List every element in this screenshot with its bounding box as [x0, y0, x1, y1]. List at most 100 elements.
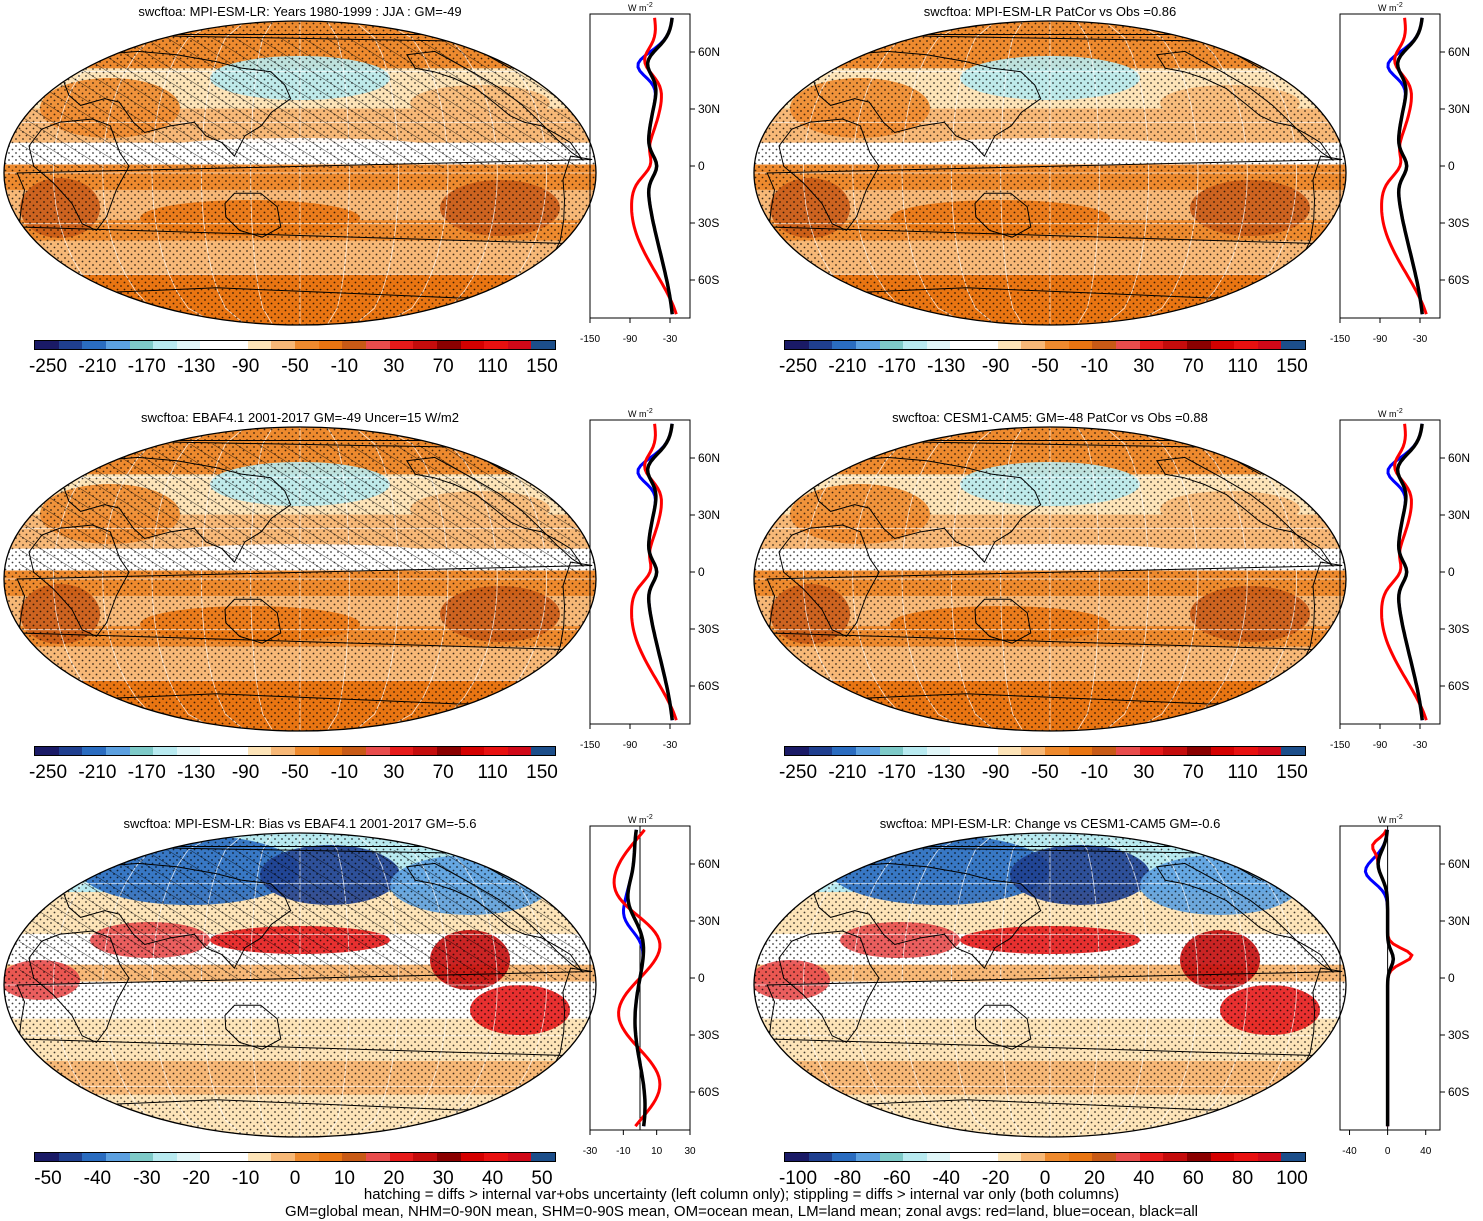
zonal-mean-plot: 60N 30N 0 30S 60S -30 -10 10 30 W m-2 — [583, 812, 740, 1172]
x-tick-label: -150 — [579, 334, 601, 345]
colorbar-label: 0 — [289, 1168, 301, 1189]
latitude-label: 30S — [698, 622, 720, 636]
colorbar-swatch — [1281, 1153, 1306, 1161]
colorbar-label: -10 — [330, 356, 359, 377]
zonal-line-all — [1376, 829, 1396, 1127]
colorbar-swatch — [295, 341, 319, 349]
colorbar-label: -100 — [778, 1168, 818, 1189]
colorbar-swatch — [785, 341, 809, 349]
colorbar-label: 30 — [383, 762, 405, 783]
colorbar-swatch — [950, 747, 975, 755]
colorbar-swatch — [389, 1153, 414, 1161]
world-map — [3, 20, 597, 326]
x-tick-label: -40 — [1342, 1146, 1357, 1157]
x-tick-label: -150 — [1329, 740, 1351, 751]
x-tick-label: 40 — [1420, 1146, 1432, 1157]
latitude-label: 60S — [1448, 1085, 1470, 1099]
colorbar-label: -210 — [828, 356, 867, 377]
latitude-label: 0 — [1448, 565, 1455, 579]
x-tick-label: 30 — [684, 1146, 696, 1157]
colorbar-swatch — [855, 1153, 880, 1161]
colorbar-label: -170 — [127, 356, 166, 377]
colorbar-swatch — [460, 747, 485, 755]
colorbar-swatch — [271, 747, 296, 755]
colorbar — [784, 746, 1306, 756]
colorbar-swatch — [247, 1153, 272, 1161]
colorbar-label: 70 — [432, 356, 454, 377]
colorbar-swatch — [531, 1153, 556, 1161]
colorbar-swatch — [1068, 341, 1093, 349]
colorbar-label: -250 — [28, 356, 68, 377]
colorbar-label: -50 — [1031, 356, 1059, 377]
map-border — [753, 426, 1347, 732]
colorbar-swatch — [808, 1153, 833, 1161]
panel-bias: swcftoa: MPI-ESM-LR: Bias vs EBAF4.1 200… — [0, 812, 740, 1212]
colorbar-swatch — [1021, 1153, 1046, 1161]
colorbar-swatch — [389, 747, 414, 755]
hatching — [20, 38, 580, 168]
panel-reference-model: swcftoa: CESM1-CAM5: GM=-48 PatCor vs Ob… — [750, 406, 1483, 806]
colorbar-label: -130 — [177, 762, 216, 783]
colorbar-swatch — [318, 341, 343, 349]
colorbar-swatch — [879, 747, 904, 755]
colorbar-label: -250 — [778, 762, 818, 783]
colorbar-label: 20 — [1083, 1168, 1105, 1189]
colorbar-swatch — [58, 1153, 83, 1161]
colorbar-label: 50 — [531, 1168, 553, 1189]
map-field — [4, 21, 596, 325]
colorbar-label: -20 — [182, 1168, 210, 1189]
latitude-label: 0 — [698, 565, 705, 579]
world-map — [753, 20, 1347, 326]
colorbar-swatch — [1163, 747, 1187, 755]
world-map — [3, 426, 597, 732]
colorbar — [34, 1152, 556, 1162]
colorbar-swatch — [997, 747, 1022, 755]
colorbar-label: -40 — [932, 1168, 960, 1189]
footer-note-hatching: hatching = diffs > internal var+obs unce… — [363, 1186, 1120, 1203]
map-border — [3, 20, 597, 326]
colorbar-label: 110 — [477, 762, 508, 783]
colorbar-swatch — [1234, 747, 1258, 755]
x-tick-label: -30 — [1412, 740, 1428, 751]
colorbar-swatch — [153, 1153, 177, 1161]
zonal-line-land — [1371, 829, 1414, 1127]
colorbar-swatch — [365, 1153, 390, 1161]
colorbar-swatch — [153, 341, 177, 349]
colorbar-swatch — [271, 341, 296, 349]
panel-pattern-correlation: swcftoa: MPI-ESM-LR PatCor vs Obs =0.86 … — [750, 0, 1483, 400]
latitude-label: 60S — [698, 679, 720, 693]
colorbar-swatch — [1045, 341, 1069, 349]
colorbar-swatch — [926, 747, 951, 755]
map-title: swcftoa: MPI-ESM-LR: Years 1980-1999 : J… — [138, 4, 462, 19]
colorbar-swatch — [785, 747, 809, 755]
colorbar-swatch — [926, 341, 951, 349]
colorbar-swatch — [129, 341, 154, 349]
colorbar-label: 150 — [526, 762, 558, 783]
colorbar-swatch — [176, 747, 201, 755]
colorbar — [784, 1152, 1306, 1162]
colorbar-swatch — [855, 341, 880, 349]
zonal-line-all — [645, 17, 674, 315]
map-field — [754, 833, 1346, 1137]
colorbar-swatch — [1186, 341, 1211, 349]
latitude-label: 60N — [1448, 451, 1471, 465]
colorbar-label: 30 — [1133, 762, 1155, 783]
colorbar-swatch — [82, 341, 106, 349]
colorbar-label: -40 — [83, 1168, 112, 1189]
latitude-label: 60S — [698, 273, 720, 287]
zonal-line-land — [612, 828, 662, 1128]
colorbar-swatch — [389, 341, 414, 349]
colorbar-swatch — [460, 1153, 485, 1161]
zonal-mean-plot: 60N 30N 0 30S 60S -150 -90 -30 W m-2 — [1330, 406, 1483, 766]
map-field — [754, 427, 1346, 731]
latitude-label: 60S — [698, 1085, 720, 1099]
colorbar-swatch — [1281, 341, 1306, 349]
colorbar-swatch — [808, 341, 833, 349]
colorbar-swatch — [129, 747, 154, 755]
hatching — [20, 444, 580, 574]
colorbar-swatch — [436, 1153, 461, 1161]
x-tick-label: -30 — [582, 1146, 598, 1157]
colorbar-swatch — [1068, 1153, 1093, 1161]
colorbar-label: 70 — [1182, 762, 1204, 783]
colorbar-swatch — [1257, 1153, 1282, 1161]
